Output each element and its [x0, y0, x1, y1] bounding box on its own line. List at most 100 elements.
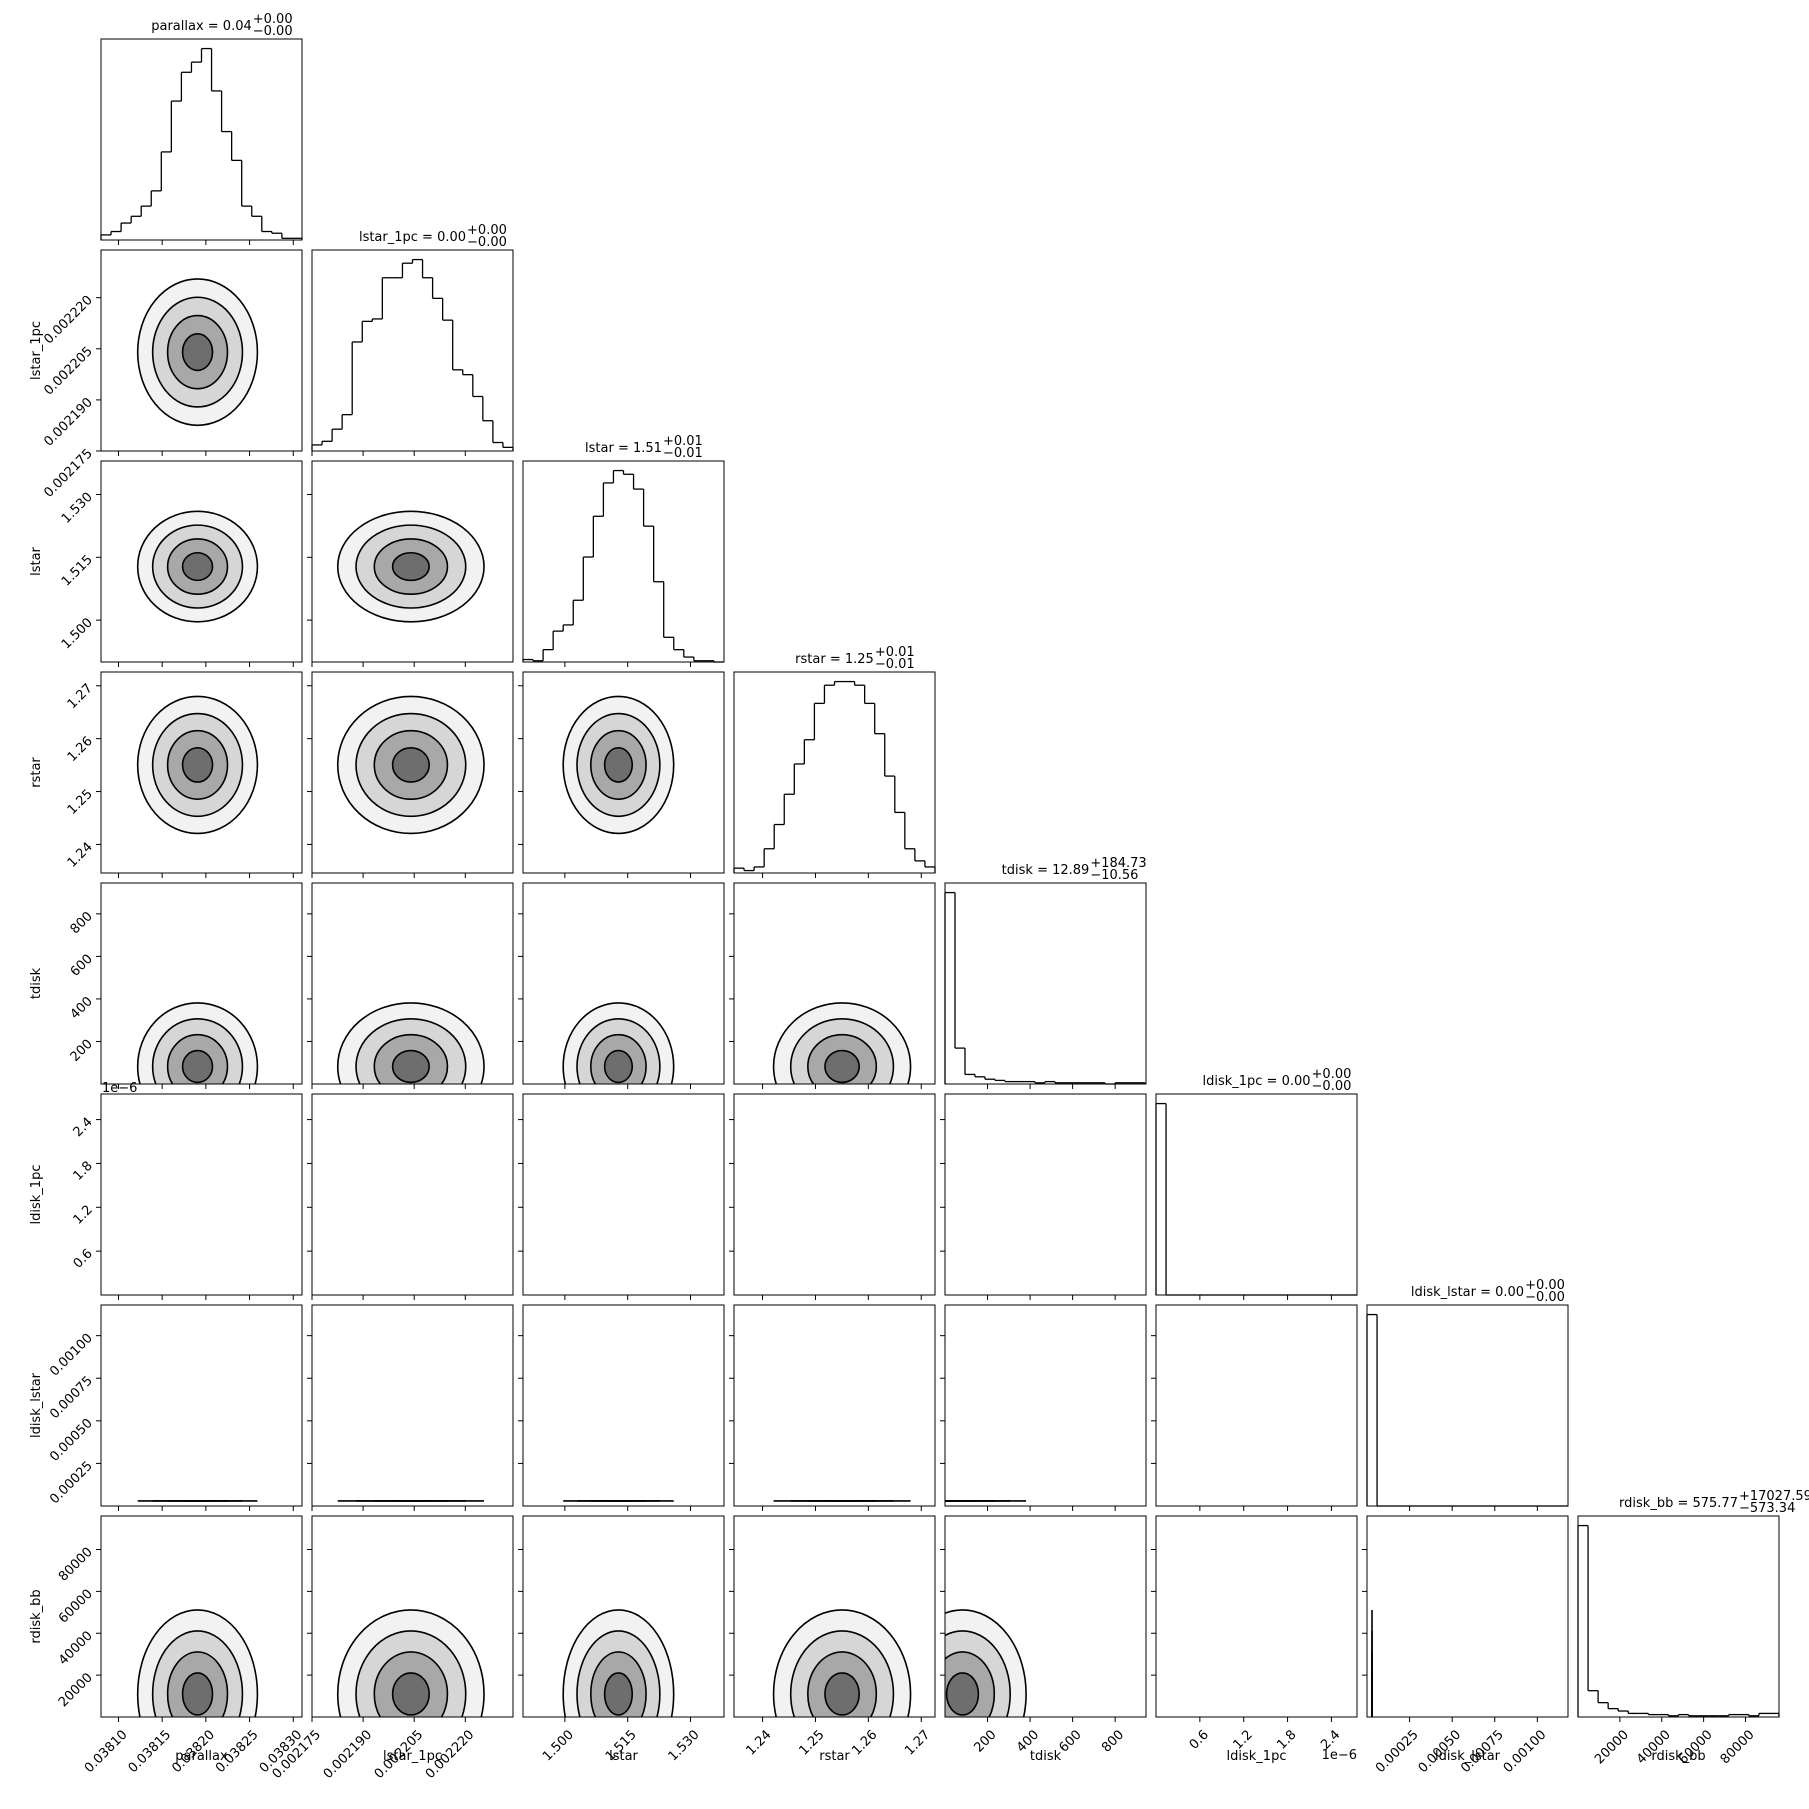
title-lower-error: −0.01 [875, 657, 915, 672]
y-tick-label: 1.25 [65, 787, 96, 818]
panel-frame [522, 671, 725, 874]
x-tick-label: 800 [1099, 1727, 1127, 1755]
x-axis-label: rdisk_bb [1651, 1749, 1705, 1764]
y-tick-label: 0.6 [71, 1246, 96, 1271]
density-fill [946, 1672, 979, 1715]
x-axis-label: tdisk [1030, 1749, 1062, 1764]
density-fill [604, 747, 633, 783]
contour [373, 1033, 449, 1084]
y-axis-label: lstar [29, 546, 44, 575]
y-tick-label: 1.530 [59, 490, 96, 527]
contour [391, 551, 430, 582]
contour [136, 510, 259, 623]
x-tick-label: 1.26 [849, 1727, 880, 1758]
panel-frame [733, 1515, 936, 1718]
contour [945, 1672, 980, 1716]
contour [151, 1630, 244, 1717]
panel-frame [100, 882, 303, 1085]
x-tick-label: 20000 [1592, 1727, 1632, 1767]
x-tick-label: 1.24 [744, 1727, 775, 1758]
density [945, 1609, 1027, 1717]
density [562, 1609, 675, 1717]
panel-frame [100, 38, 303, 241]
panel-frame [944, 882, 1147, 1085]
density [136, 1609, 259, 1717]
density [136, 1002, 259, 1084]
contour [576, 1630, 661, 1717]
density [772, 1609, 912, 1717]
panel-frame [311, 1304, 514, 1507]
panel-title: rdisk_bb = 575.77 [1619, 1496, 1738, 1511]
title-lower-error: −10.56 [1090, 868, 1138, 883]
title-upper-error: +0.00 [1312, 1067, 1352, 1082]
x-axis-label: ldisk_lstar [1435, 1749, 1501, 1764]
contour [590, 1651, 647, 1717]
contour [562, 1609, 675, 1717]
contour [824, 1672, 860, 1716]
panel-title: lstar = 1.51 [585, 441, 662, 456]
panel-frame [1366, 1304, 1569, 1507]
x-tick-label: 0.002190 [321, 1727, 375, 1781]
x-tick-label: 0.00100 [1501, 1727, 1550, 1776]
panel-frame [733, 671, 936, 874]
contour [824, 1049, 860, 1084]
x-tick-label: 80000 [1718, 1727, 1758, 1767]
contour [151, 296, 244, 408]
y-axis-label: lstar_1pc [29, 321, 44, 380]
density-fill [182, 552, 213, 581]
y-tick-label: 0.002190 [41, 395, 95, 449]
y-offset-label: 1e−6 [102, 1081, 137, 1096]
density [136, 510, 259, 623]
y-tick-label: 1.8 [71, 1159, 96, 1184]
panel-frame [311, 1093, 514, 1296]
panel-frame [522, 882, 725, 1085]
panel-frame [100, 1304, 303, 1507]
y-tick-label: 1.26 [65, 734, 96, 765]
title-upper-error: +0.01 [663, 434, 703, 449]
x-offset-label: 1e−6 [1322, 1748, 1357, 1763]
contour [603, 747, 634, 783]
contour [166, 538, 229, 595]
contour [576, 1018, 661, 1084]
y-tick-label: 600 [68, 952, 96, 980]
contour [166, 729, 229, 800]
density [336, 695, 485, 835]
title-lower-error: −0.00 [467, 235, 507, 250]
panel-title: lstar_1pc = 0.00 [359, 230, 466, 245]
panel-frame [311, 249, 514, 452]
y-tick-label: 0.00075 [47, 1373, 96, 1422]
density-fill [182, 333, 213, 371]
x-tick-label: 0.03815 [126, 1727, 175, 1776]
contour [772, 1002, 912, 1084]
panel-title: rstar = 1.25 [795, 652, 874, 667]
contour [772, 1609, 912, 1717]
x-tick-label: 200 [971, 1727, 999, 1755]
contour [789, 1630, 895, 1717]
contour [945, 1609, 1027, 1717]
y-tick-label: 0.00050 [47, 1416, 96, 1465]
contour [336, 695, 485, 835]
contour [355, 1630, 467, 1717]
panel-frame [522, 1093, 725, 1296]
contour [373, 1651, 449, 1717]
panel-frame [944, 1515, 1147, 1718]
density [136, 278, 259, 427]
y-tick-label: 60000 [56, 1587, 96, 1627]
contour [576, 712, 661, 818]
panel-frame [100, 1515, 303, 1718]
contour [136, 1002, 259, 1084]
panel-frame [733, 1304, 936, 1507]
y-tick-label: 0.00025 [47, 1459, 96, 1508]
density-fill [604, 1672, 633, 1715]
panel-frame [733, 882, 936, 1085]
x-tick-label: 1.27 [902, 1727, 933, 1758]
panel-title: ldisk_1pc = 0.00 [1202, 1074, 1310, 1089]
density-fill [824, 1672, 860, 1715]
panel-frame [1155, 1515, 1358, 1718]
density-fill [392, 552, 430, 581]
density-fill [392, 1672, 430, 1715]
x-axis-label: ldisk_1pc [1227, 1749, 1287, 1764]
panel-title: ldisk_lstar = 0.00 [1411, 1285, 1524, 1300]
title-upper-error: +17027.59 [1739, 1489, 1809, 1504]
